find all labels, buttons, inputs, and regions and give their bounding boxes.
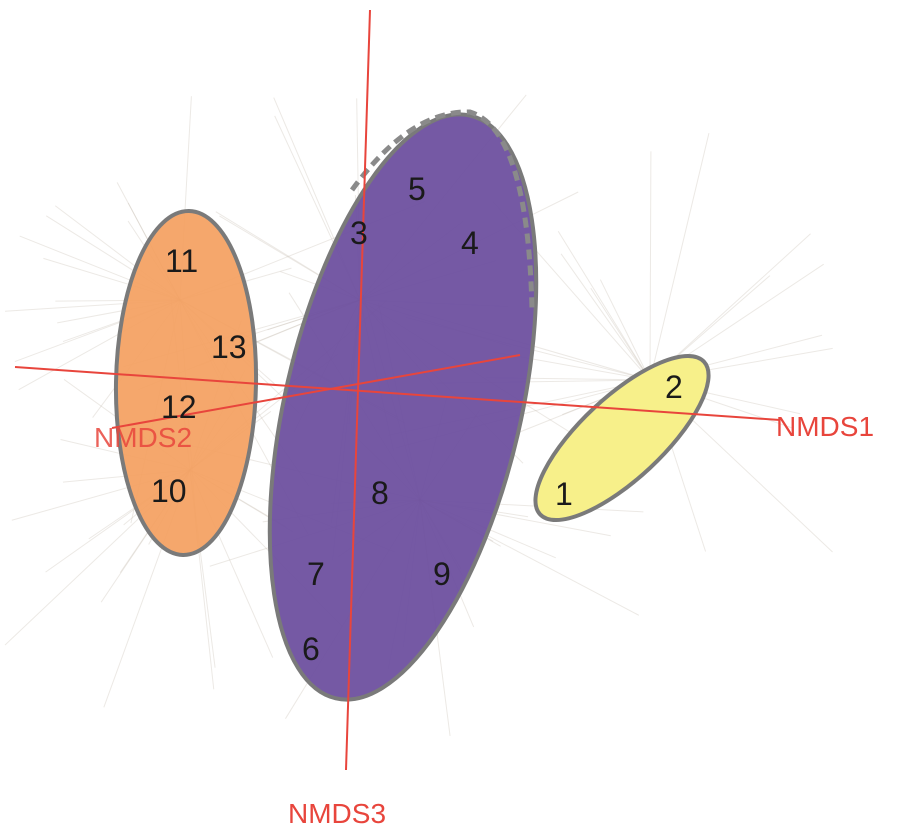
point-label-10: 10 [151,473,187,509]
point-label-11: 11 [165,243,198,279]
point-label-2: 2 [665,369,683,405]
axis-label-nmds2: NMDS2 [94,422,192,453]
point-label-13: 13 [211,329,247,365]
point-label-7: 7 [307,556,325,592]
spider-line-3-20 [590,287,651,381]
point-label-6: 6 [302,631,320,667]
axis-label-nmds1: NMDS1 [776,411,874,442]
axis-nmds2 [111,354,521,429]
group-ellipse-purple-dashed-edge [349,109,535,311]
point-label-8: 8 [371,475,389,511]
axis-nmds3 [345,9,371,771]
point-label-3: 3 [350,215,368,251]
spider-line-3-4 [557,230,651,381]
point-label-5: 5 [408,171,426,207]
point-label-4: 4 [461,225,479,261]
spider-line-3-21 [599,279,651,381]
axis-label-nmds3: NMDS3 [288,798,386,829]
spider-line-3-14 [560,253,651,381]
group-ellipse-purple [267,112,539,702]
group-ellipse-yellow [533,353,711,523]
spider-line-3-15 [649,151,652,381]
axis-nmds1 [14,366,781,421]
spider-line-3-9 [649,133,710,381]
point-label-1: 1 [555,476,573,512]
point-label-12: 12 [161,389,197,425]
point-label-9: 9 [433,556,451,592]
